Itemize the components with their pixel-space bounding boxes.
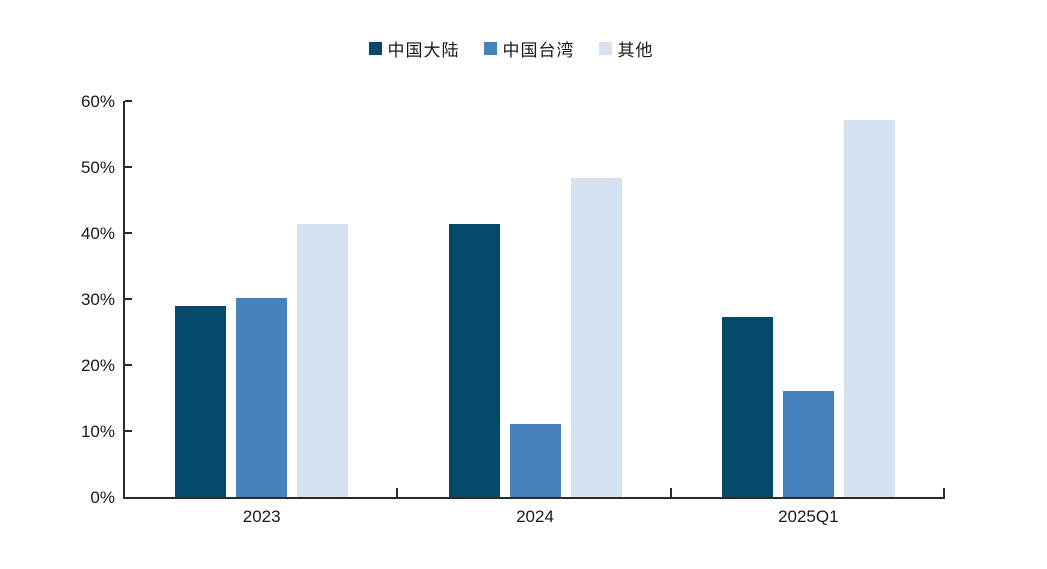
- plot-area: 0% 10% 20% 30% 40% 50% 60% 2023 2024 2025Q1: [81, 93, 945, 526]
- y-tick-label: 30%: [80, 290, 115, 309]
- legend-item: 中国大陆: [368, 36, 460, 61]
- bar-2025Q1-series-1: [722, 317, 773, 497]
- x-axis-tick: [670, 488, 672, 497]
- legend-item: 其他: [598, 36, 654, 61]
- x-category-label: 2025Q1: [778, 507, 839, 526]
- legend-label: 中国大陆: [387, 41, 460, 61]
- y-tick-label: 20%: [80, 356, 115, 375]
- chart-legend: 中国大陆 中国台湾 其他: [0, 36, 1022, 61]
- bar-2024-series-3: [571, 178, 622, 497]
- legend-swatch-icon: [483, 42, 497, 55]
- bar-2024-series-1: [449, 224, 500, 497]
- bar-2025Q1-series-3: [844, 120, 895, 497]
- y-tick-label: 60%: [80, 92, 115, 111]
- bar-2023-series-1: [175, 306, 226, 497]
- legend-label: 中国台湾: [502, 41, 575, 61]
- legend-swatch-icon: [368, 42, 382, 55]
- y-tick-label: 0%: [90, 488, 115, 507]
- y-axis-tick: [125, 430, 132, 432]
- x-category-label: 2024: [516, 507, 554, 526]
- legend-item: 中国台湾: [483, 36, 575, 61]
- y-tick-label: 10%: [80, 422, 115, 441]
- bar-2024-series-2: [510, 424, 561, 497]
- y-axis-tick: [125, 364, 132, 366]
- y-axis-tick: [125, 100, 132, 102]
- legend-label: 其他: [617, 41, 654, 61]
- y-tick-label: 40%: [80, 224, 115, 243]
- bar-2025Q1-series-2: [783, 391, 834, 497]
- y-axis-tick: [125, 232, 132, 234]
- x-axis-tick: [396, 488, 398, 497]
- x-axis-tick: [943, 488, 945, 497]
- bar-2023-series-3: [297, 224, 348, 497]
- y-axis-tick: [125, 298, 132, 300]
- x-category-label: 2023: [242, 507, 281, 526]
- bar-2023-series-2: [236, 298, 287, 497]
- legend-swatch-icon: [598, 42, 612, 55]
- y-tick-label: 50%: [80, 158, 115, 177]
- y-axis-tick: [125, 166, 132, 168]
